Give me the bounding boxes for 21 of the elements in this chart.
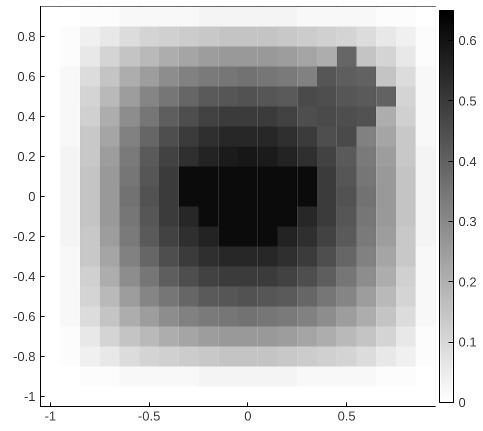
color-bar-label: 0 [458, 395, 466, 410]
y-tick-label: 0.8 [17, 29, 36, 44]
y-tick-label: 0 [28, 189, 36, 204]
y-tick-label: -0.4 [13, 269, 36, 284]
color-bar-label: 0.3 [458, 214, 477, 230]
x-tick-label: -0.5 [138, 408, 160, 424]
y-tick-label: 0.4 [17, 109, 36, 124]
color-bar-label: 0.1 [458, 334, 477, 350]
x-tick-label: 0 [244, 408, 252, 424]
color-bar-label: 0.4 [458, 154, 477, 169]
color-bar-label: 0.5 [458, 93, 477, 108]
y-tick-label: -0.8 [13, 349, 36, 364]
y-tick-label: -0.2 [13, 229, 36, 244]
y-tick-label: 0.2 [17, 149, 36, 164]
color-bar-label: 0.6 [458, 33, 477, 48]
y-tick-label: -1 [24, 389, 36, 404]
x-tick-label: -1 [44, 408, 56, 424]
y-tick-label: 0.6 [17, 69, 36, 84]
x-tick-label: 0.5 [338, 408, 356, 424]
y-tick-label: -0.6 [13, 309, 36, 324]
color-bar-label: 0.2 [458, 274, 477, 290]
